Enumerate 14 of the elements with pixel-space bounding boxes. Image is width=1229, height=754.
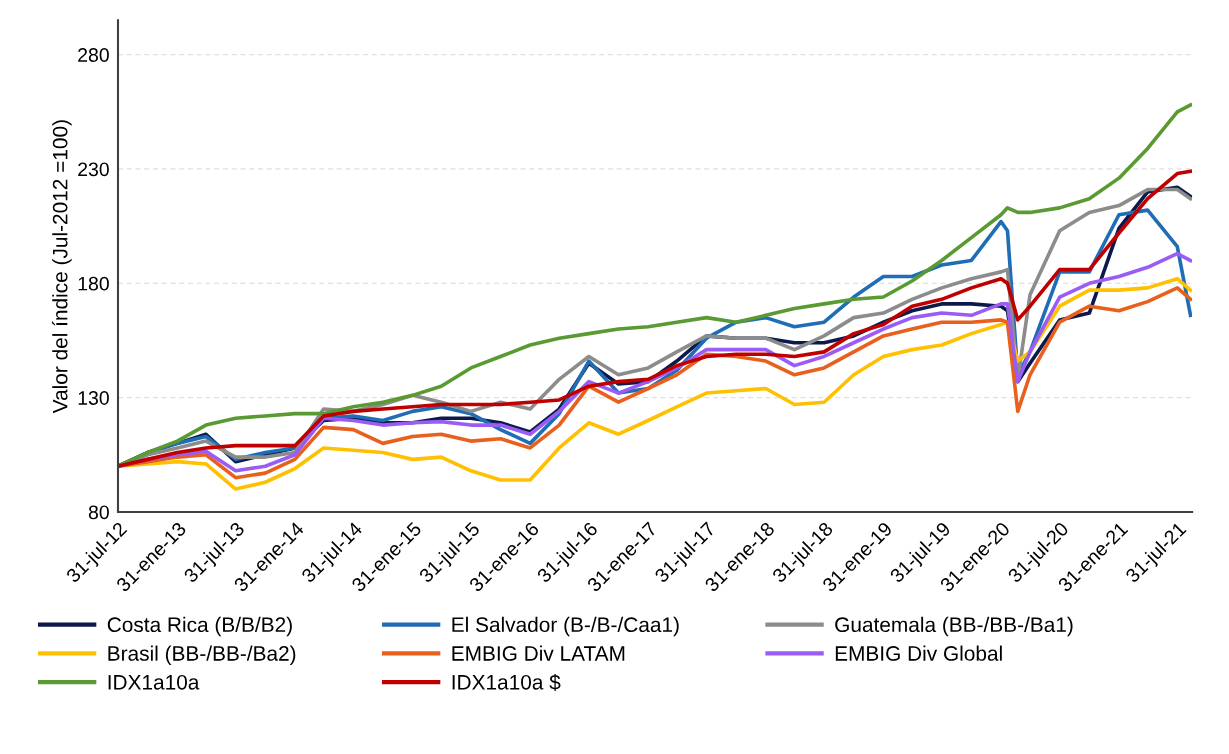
y-axis-title: Valor del índice (Jul-2012 =100) <box>51 120 72 414</box>
legend-label: EMBIG Div Global <box>835 645 1002 661</box>
legend-label: Guatemala (BB-/BB-/Ba1) <box>835 616 1073 637</box>
y-tick-label: 230 <box>78 162 109 177</box>
legend-label: EMBIG Div LATAM <box>452 645 625 661</box>
y-tick-label: 180 <box>78 276 109 291</box>
legend-label: Brasil (BB-/BB-/Ba2) <box>108 645 296 665</box>
y-tick-label: 80 <box>88 505 109 520</box>
legend-label: IDX1a10a $ <box>452 674 561 691</box>
legend-label: Costa Rica (B/B/B2) <box>107 616 292 637</box>
y-tick-label: 130 <box>78 391 109 405</box>
y-tick-label: 280 <box>78 48 109 62</box>
legend-label: IDX1a10a <box>108 674 200 690</box>
legend-label: El Salvador (B-/B-/Caa1) <box>452 616 679 637</box>
